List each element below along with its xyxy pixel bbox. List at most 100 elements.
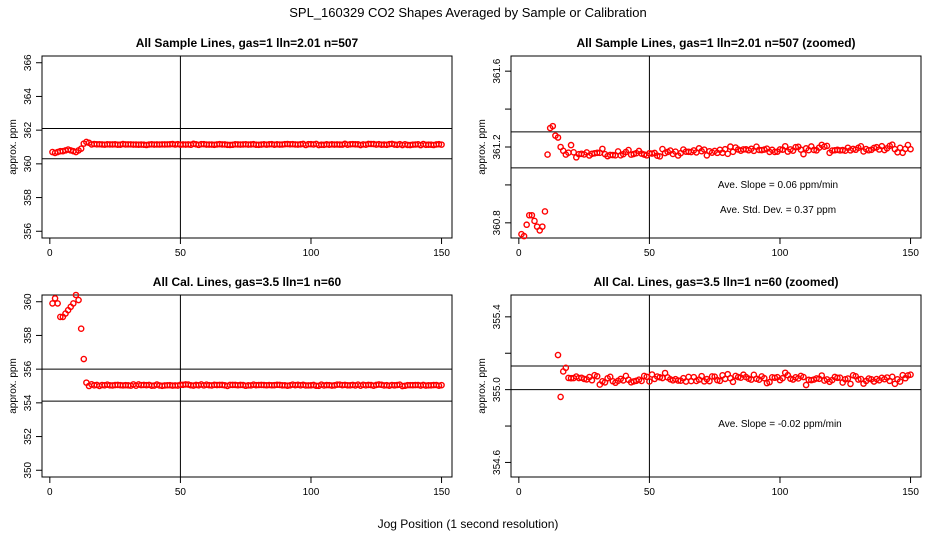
data-point — [855, 376, 862, 383]
x-tick-label: 100 — [772, 487, 789, 498]
data-point — [896, 378, 904, 385]
data-point — [761, 374, 768, 382]
data-series — [518, 122, 914, 240]
data-point — [531, 217, 538, 225]
data-point — [438, 381, 445, 389]
data-point — [844, 375, 852, 382]
data-point — [888, 373, 896, 381]
panel-2: All Sample Lines, gas=1 lln=2.01 n=507 (… — [477, 36, 922, 259]
y-tick-label: 356 — [23, 360, 34, 377]
data-point — [857, 142, 865, 150]
data-point — [562, 364, 570, 372]
x-tick-label: 150 — [902, 248, 919, 259]
data-point — [800, 373, 807, 381]
data-point — [56, 313, 64, 321]
data-point — [823, 142, 831, 150]
data-point — [724, 150, 732, 158]
data-point — [593, 149, 601, 157]
y-tick-label: 355.0 — [492, 377, 503, 402]
panel-title: All Sample Lines, gas=1 lln=2.01 n=507 — [136, 36, 359, 50]
data-point — [438, 141, 445, 148]
data-point — [698, 372, 705, 380]
data-point — [656, 153, 664, 160]
data-point — [554, 351, 562, 359]
plot-frame — [41, 294, 453, 478]
data-point — [554, 134, 562, 141]
x-tick-label: 100 — [772, 248, 789, 259]
data-point — [557, 393, 564, 401]
x-tick-label: 0 — [516, 248, 522, 259]
x-tick-label: 50 — [175, 248, 187, 259]
x-tick-label: 50 — [644, 487, 656, 498]
data-point — [541, 208, 549, 215]
plot-frame — [41, 55, 453, 239]
panel-title: All Cal. Lines, gas=3.5 lln=1 n=60 — [153, 275, 342, 289]
data-point — [800, 150, 807, 158]
x-tick-label: 50 — [175, 487, 187, 498]
x-tick-label: 0 — [47, 248, 53, 259]
y-tick-label: 354.6 — [492, 449, 503, 474]
panel-1: All Sample Lines, gas=1 lln=2.01 n=507 0 5… — [8, 36, 453, 259]
data-series — [49, 291, 445, 390]
data-point — [70, 300, 77, 307]
x-tick-label: 150 — [902, 487, 919, 498]
panel-title: All Sample Lines, gas=1 lln=2.01 n=507 (… — [576, 36, 855, 50]
data-point — [706, 377, 713, 385]
data-point — [727, 143, 734, 150]
y-axis-label: approx. ppm — [8, 119, 19, 175]
data-point — [766, 378, 773, 386]
y-tick-label: 358 — [23, 189, 34, 206]
data-point — [847, 380, 854, 388]
data-series — [49, 138, 445, 157]
data-point — [539, 223, 546, 230]
figure-title: SPL_160329 CO2 Shapes Averaged by Sample… — [289, 5, 647, 20]
panel-4: All Cal. Lines, gas=3.5 lln=1 n=60 (zoom… — [477, 275, 922, 498]
data-point — [729, 378, 737, 386]
y-tick-label: 356 — [23, 222, 34, 239]
data-point — [792, 143, 799, 151]
plot-frame — [510, 294, 922, 478]
panel-annotation: Ave. Std. Dev. = 0.37 ppm — [720, 205, 836, 216]
data-point — [525, 211, 533, 219]
data-point — [865, 146, 873, 154]
data-point — [435, 382, 443, 389]
y-tick-label: 358 — [23, 327, 34, 344]
data-point — [80, 355, 88, 363]
data-point — [75, 296, 82, 304]
y-axis-label: approx. ppm — [477, 119, 488, 175]
data-point — [54, 300, 61, 307]
panel-title: All Cal. Lines, gas=3.5 lln=1 n=60 (zoom… — [593, 275, 838, 289]
data-point — [528, 211, 536, 219]
data-point — [907, 371, 914, 379]
x-tick-label: 100 — [303, 487, 320, 498]
data-point — [810, 146, 818, 154]
y-tick-label: 360 — [23, 155, 34, 172]
x-tick-label: 150 — [433, 487, 450, 498]
data-point — [593, 372, 601, 380]
data-point — [648, 150, 656, 157]
panel-annotation: Ave. Slope = -0.02 ppm/min — [718, 419, 842, 430]
data-point — [643, 373, 651, 381]
data-point — [588, 376, 596, 384]
y-tick-label: 360.8 — [492, 210, 503, 235]
data-point — [523, 221, 530, 229]
data-point — [49, 300, 56, 307]
data-point — [77, 325, 85, 333]
panel-3: All Cal. Lines, gas=3.5 lln=1 n=60 0 50 100… — [8, 275, 453, 498]
y-tick-label: 361.2 — [492, 134, 503, 159]
y-axis-label: approx. ppm — [8, 358, 19, 414]
data-point — [544, 151, 551, 158]
figure-x-axis-label: Jog Position (1 second resolution) — [377, 517, 559, 531]
data-point — [907, 145, 914, 153]
data-point — [779, 374, 786, 382]
data-point — [609, 151, 617, 159]
y-tick-label: 350 — [23, 461, 34, 478]
data-series — [554, 351, 914, 401]
data-point — [674, 377, 682, 384]
data-point — [638, 377, 645, 385]
x-tick-label: 0 — [516, 487, 522, 498]
y-tick-label: 360 — [23, 293, 34, 310]
y-tick-label: 362 — [23, 121, 34, 138]
data-point — [813, 375, 820, 382]
